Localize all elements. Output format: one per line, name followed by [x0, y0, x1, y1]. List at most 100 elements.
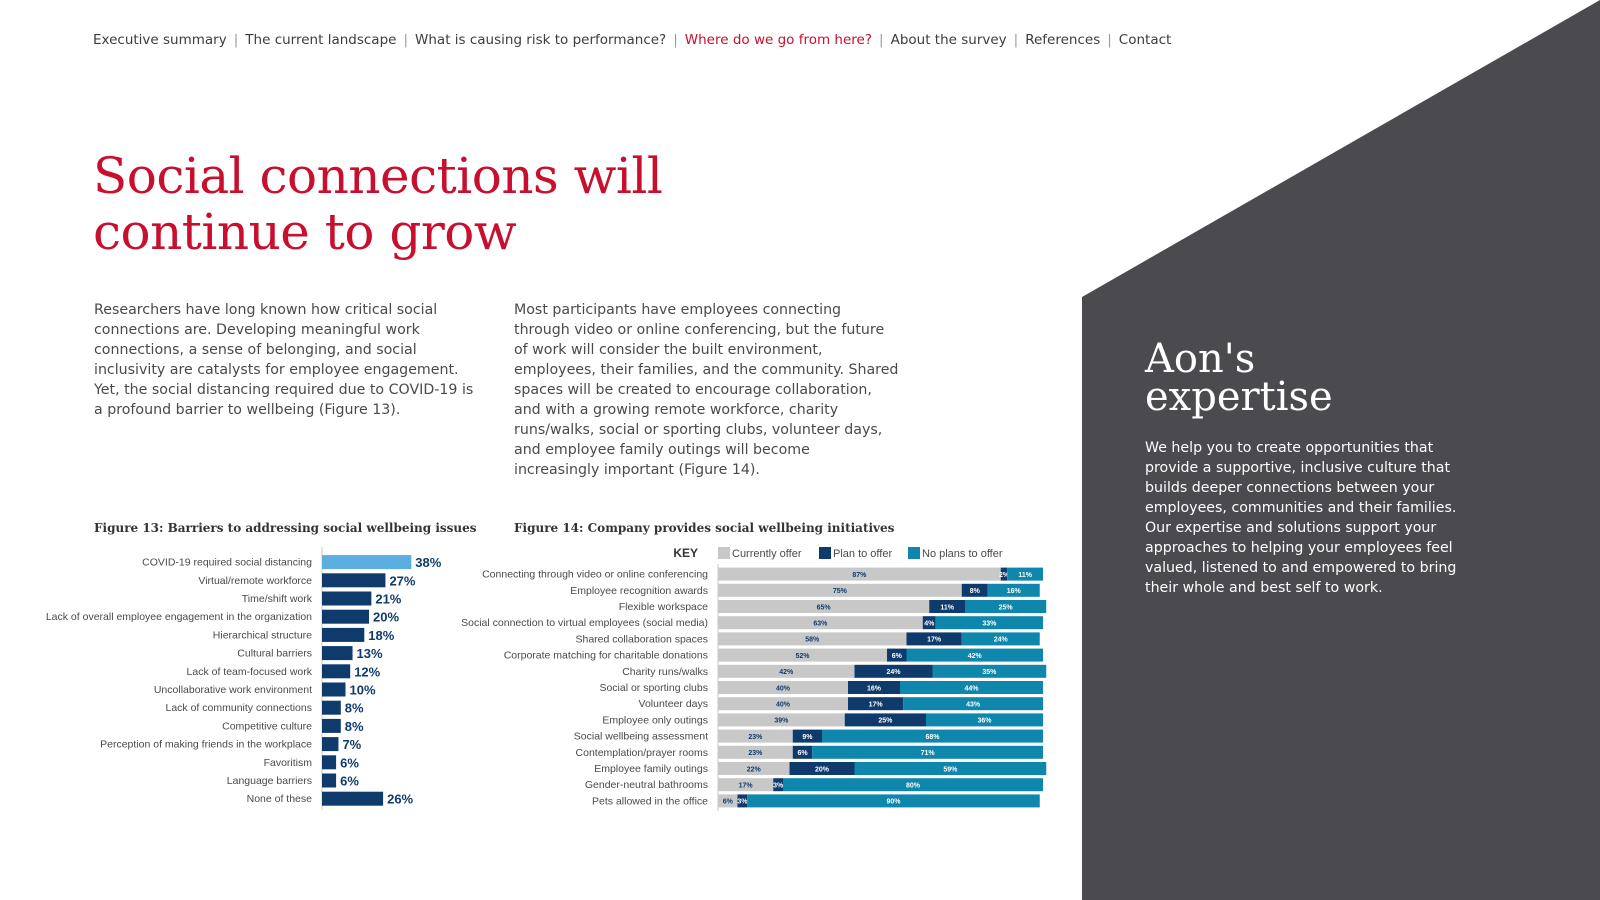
figure14-bar-segment	[965, 600, 1047, 613]
figure14-chart: KEY Currently offer Plan to offer No plans …	[461, 546, 1047, 811]
figure13-bar	[322, 573, 386, 588]
figure14-segment-label: 11%	[940, 604, 954, 611]
figure14-bar-segment	[961, 632, 1040, 646]
figure14-segment-label: 3%	[773, 783, 784, 790]
nav-separator: |	[1107, 32, 1112, 48]
nav-link-what-is-causing-risk-to-performance[interactable]: What is causing risk to performance?	[415, 32, 667, 48]
figure14-bar-segment	[932, 664, 1047, 678]
figure13-value-label: 20%	[373, 610, 399, 625]
figure14-segment-label: 59%	[943, 766, 958, 773]
figure14-legend-swatch	[718, 547, 730, 559]
figure14-category-label: Employee family outings	[594, 763, 708, 775]
figure13-bar	[322, 773, 337, 788]
figure14-bar-segment	[848, 697, 904, 711]
figure14-segment-label: 24%	[994, 637, 1009, 644]
figure13-category-label: Hierarchical structure	[213, 629, 312, 641]
figure14-segment-label: 25%	[999, 604, 1014, 611]
figure13-chart: COVID-19 required social distancing 38% Vi…	[46, 547, 442, 810]
figure14-category-label: Pets allowed in the office	[592, 795, 708, 807]
figure14-segment-label: 90%	[886, 799, 901, 806]
figure14-bar-segment	[792, 745, 813, 759]
figure14-segment-label: 6%	[723, 799, 734, 806]
figure14-bar-segment	[822, 729, 1043, 743]
nav-link-contact[interactable]: Contact	[1118, 32, 1172, 48]
figure14-legend-label: No plans to offer	[922, 548, 1003, 560]
figure13-bar	[322, 646, 353, 661]
nav-link-about-the-survey[interactable]: About the survey	[890, 32, 1007, 48]
figure14-bar-segment	[922, 616, 936, 630]
figure14-category-label: Shared collaboration spaces	[575, 633, 708, 645]
nav-separator: |	[1013, 32, 1019, 48]
figure13-value-label: 38%	[415, 555, 441, 570]
figure14-segment-label: 17%	[927, 637, 942, 644]
nav-separator: |	[673, 32, 678, 48]
figure13-category-label: Language barriers	[227, 775, 312, 787]
figure13-value-label: 7%	[342, 737, 361, 752]
figure14-legend-label: Currently offer	[732, 548, 802, 560]
figure14-category-label: Employee only outings	[602, 714, 708, 726]
expertise-title-line2: expertise	[1145, 374, 1333, 420]
figure14-bar-segment	[906, 632, 962, 646]
figure14-bar-segment	[854, 664, 933, 678]
figure14-segment-label: 6%	[892, 653, 903, 660]
figure14-bar-segment	[789, 762, 855, 775]
nav-link-references[interactable]: References	[1025, 32, 1101, 48]
figure14-bar-segment	[718, 729, 793, 743]
page-title-line2: continue to grow	[93, 203, 517, 261]
figure14-bar-segment	[854, 762, 1047, 775]
figure14-segment-label: 87%	[852, 572, 867, 579]
figure14-legend-swatch	[819, 547, 831, 559]
figure13-bar	[322, 700, 341, 715]
figure13-value-label: 21%	[375, 592, 401, 607]
figure14-bar-segment	[718, 616, 923, 630]
figure13-category-label: Uncollaborative work environment	[154, 684, 312, 696]
page-title-line1: Social connections will	[93, 147, 663, 205]
figure13-category-label: Competitive culture	[222, 720, 312, 732]
figure14-category-label: Volunteer days	[639, 698, 708, 710]
figure14-bar-segment	[783, 778, 1043, 792]
figure13-category-label: COVID-19 required social distancing	[142, 557, 312, 569]
detail-paragraph: Most participants have employees connect…	[514, 302, 899, 478]
figure14-segment-label: 11%	[1018, 572, 1032, 579]
figure13-bar	[322, 755, 337, 770]
figure13-value-label: 6%	[340, 755, 359, 770]
figure14-category-label: Employee recognition awards	[570, 585, 708, 597]
figure13-category-label: Lack of team-focused work	[187, 666, 313, 678]
nav-separator: |	[403, 32, 409, 48]
figure14-category-label: Corporate matching for charitable donati…	[504, 650, 708, 662]
figure14-segment-label: 43%	[966, 702, 981, 709]
nav-link-executive-summary[interactable]: Executive summary	[93, 32, 227, 48]
figure14-segment-label: 68%	[925, 734, 940, 741]
figure14-category-label: Charity runs/walks	[622, 666, 708, 678]
figure14-segment-label: 23%	[748, 750, 763, 757]
figure14-segment-label: 4%	[924, 621, 935, 628]
figure14-bar-segment	[887, 648, 907, 662]
figure14-segment-label: 80%	[906, 783, 921, 790]
figure14-bar-segment	[900, 681, 1043, 694]
nav-link-the-current-landscape[interactable]: The current landscape	[245, 32, 397, 48]
figure14-segment-label: 71%	[921, 750, 936, 757]
figure14-bar-segment	[926, 713, 1043, 727]
nav-link-where-do-we-go-from-here[interactable]: Where do we go from here?	[684, 32, 873, 48]
figure14-segment-label: 6%	[797, 750, 808, 757]
figure13-value-label: 10%	[350, 683, 376, 698]
figure14-segment-label: 65%	[817, 604, 832, 611]
figure14-bar-segment	[718, 762, 790, 775]
figure13-category-label: Virtual/remote workforce	[198, 575, 312, 587]
figure14-segment-label: 16%	[1007, 588, 1022, 595]
figure14-segment-label: 36%	[977, 718, 992, 725]
nav-separator: |	[233, 32, 239, 48]
figure14-segment-label: 39%	[774, 718, 789, 725]
figure14-bar-segment	[718, 697, 848, 711]
figure14-bar-segment	[844, 713, 926, 727]
figure13-category-label: None of these	[247, 793, 313, 805]
figure14-segment-label: 2%	[999, 572, 1010, 579]
figure13-category-label: Time/shift work	[242, 593, 313, 605]
page-title: Social connections will continue to grow	[93, 148, 733, 260]
figure14-bar-segment	[747, 794, 1040, 808]
figure14-bar-segment	[935, 616, 1043, 630]
figure14-segment-label: 8%	[970, 588, 981, 595]
nav-separator: |	[879, 32, 884, 48]
figure13-bar	[322, 664, 351, 679]
figure14-bar-segment	[718, 778, 774, 792]
